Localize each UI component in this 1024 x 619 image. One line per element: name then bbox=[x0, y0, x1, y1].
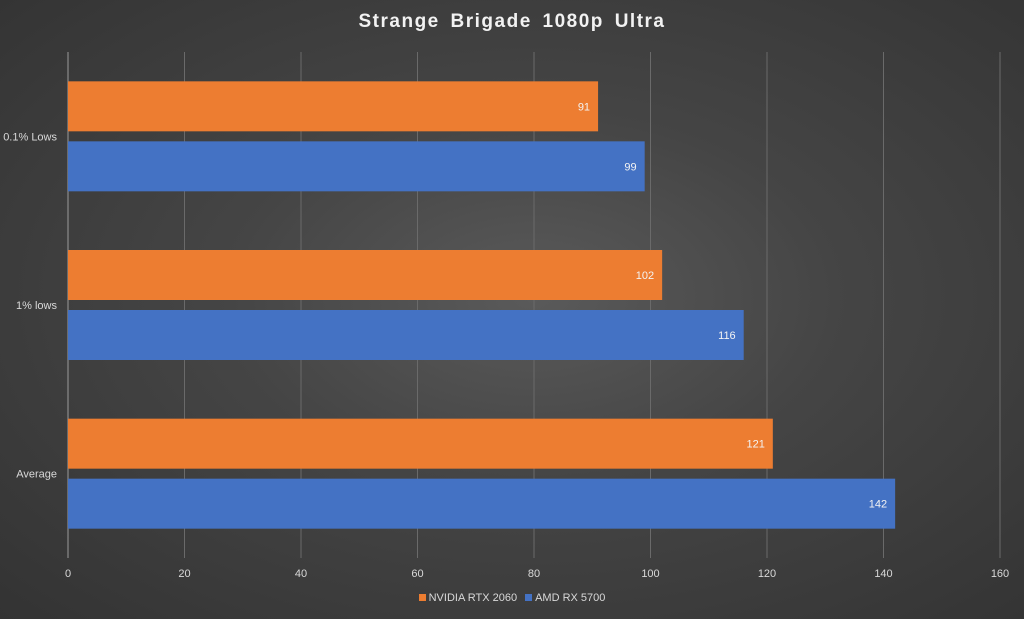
chart-title: Strange Brigade 1080p Ultra bbox=[358, 11, 666, 32]
x-tick-label: 120 bbox=[758, 568, 776, 580]
x-tick-label: 0 bbox=[65, 568, 71, 580]
legend-swatch bbox=[525, 594, 533, 601]
category-label: 1% lows bbox=[16, 300, 57, 312]
bar bbox=[68, 310, 744, 360]
data-label: 121 bbox=[746, 439, 764, 451]
legend-item: AMD RX 5700 bbox=[525, 592, 605, 604]
x-tick-label: 160 bbox=[991, 568, 1009, 580]
legend-swatch bbox=[418, 594, 426, 601]
x-tick-label: 80 bbox=[528, 568, 540, 580]
bar bbox=[68, 478, 896, 529]
data-label: 91 bbox=[578, 101, 590, 113]
data-label: 99 bbox=[624, 161, 636, 173]
data-label: 102 bbox=[636, 270, 654, 282]
data-label: 142 bbox=[869, 499, 887, 511]
legend-item: NVIDIA RTX 2060 bbox=[418, 592, 518, 604]
bar bbox=[68, 250, 663, 300]
x-tick-label: 20 bbox=[178, 568, 190, 580]
bar bbox=[68, 81, 599, 132]
bar bbox=[68, 418, 773, 469]
category-label: 0.1% Lows bbox=[3, 131, 57, 143]
x-tick-label: 60 bbox=[411, 568, 423, 580]
legend-label: AMD RX 5700 bbox=[535, 592, 606, 604]
x-tick-label: 40 bbox=[295, 568, 307, 580]
x-tick-label: 140 bbox=[874, 568, 892, 580]
legend: NVIDIA RTX 2060 AMD RX 5700 bbox=[0, 592, 1024, 604]
legend-label: NVIDIA RTX 2060 bbox=[428, 592, 518, 604]
category-label: Average bbox=[16, 469, 57, 481]
x-tick-label: 100 bbox=[641, 568, 659, 580]
data-label: 116 bbox=[718, 330, 736, 342]
bar bbox=[68, 141, 645, 192]
